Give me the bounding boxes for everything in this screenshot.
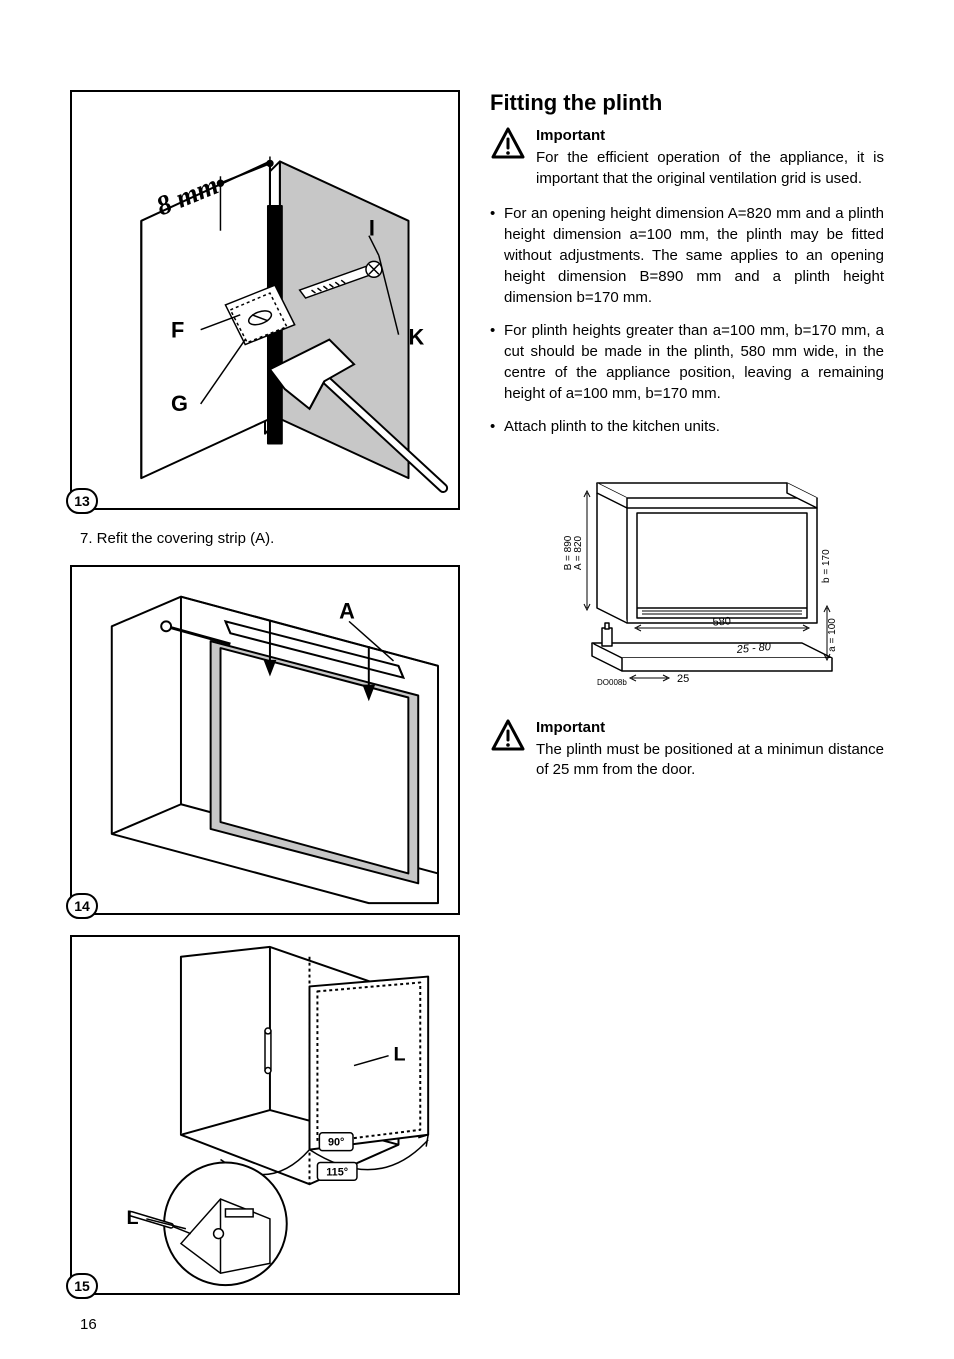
plinth-figure: A = 820 B = 890 a = 100: [537, 453, 837, 698]
svg-text:90°: 90°: [328, 1137, 344, 1149]
label-L-top: L: [394, 1044, 406, 1066]
left-column: 8 mm: [70, 90, 460, 1315]
figure-14-number: 14: [66, 893, 98, 919]
figure-14: A 14: [70, 565, 460, 915]
label-F: F: [171, 318, 184, 343]
svg-text:25: 25: [677, 673, 689, 685]
section-title: Fitting the plinth: [490, 90, 884, 116]
important-1-text: Important For the efficient operation of…: [536, 126, 884, 189]
bullet-3: Attach plinth to the kitchen units.: [490, 416, 884, 437]
svg-text:580: 580: [712, 615, 731, 628]
figure-13-svg: 8 mm: [72, 92, 458, 508]
figure-15-svg: 90° 115° L L: [72, 937, 458, 1293]
svg-text:a = 100: a = 100: [827, 617, 837, 651]
label-K: K: [409, 325, 425, 350]
warning-icon: [490, 126, 526, 162]
figure-13: 8 mm: [70, 90, 460, 510]
warning-icon: [490, 718, 526, 754]
important-2-text: Important The plinth must be positioned …: [536, 718, 884, 781]
page: 8 mm: [70, 90, 884, 1315]
svg-text:115°: 115°: [326, 1166, 348, 1178]
label-I: I: [369, 216, 375, 241]
label-A: A: [339, 598, 355, 623]
bullet-1: For an opening height dimension A=820 mm…: [490, 203, 884, 308]
figure-15: 90° 115° L L 15: [70, 935, 460, 1295]
label-L-bottom: L: [127, 1207, 139, 1229]
label-G: G: [171, 391, 188, 416]
figure-13-number: 13: [66, 488, 98, 514]
important-block-1: Important For the efficient operation of…: [490, 126, 884, 189]
bullet-list: For an opening height dimension A=820 mm…: [490, 203, 884, 437]
step-7-text: 7. Refit the covering strip (A).: [70, 530, 460, 547]
right-column: Fitting the plinth Important For the eff…: [490, 90, 884, 1315]
figure-15-number: 15: [66, 1273, 98, 1299]
important-block-2: Important The plinth must be positioned …: [490, 718, 884, 781]
svg-text:B = 890: B = 890: [563, 535, 574, 570]
svg-text:DO008b: DO008b: [597, 678, 627, 687]
svg-text:A = 820: A = 820: [573, 535, 584, 570]
figure-14-svg: A: [72, 567, 458, 913]
bullet-2: For plinth heights greater than a=100 mm…: [490, 320, 884, 404]
page-number: 16: [80, 1316, 97, 1333]
